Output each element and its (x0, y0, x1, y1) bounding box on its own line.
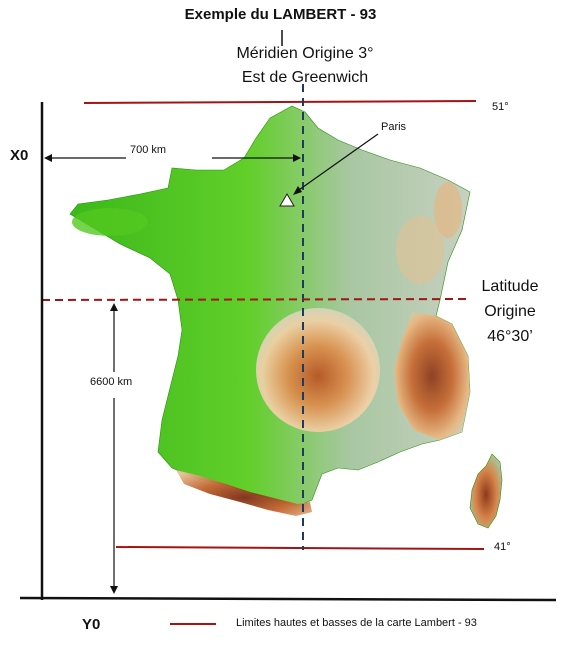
top-limit-line (83, 100, 477, 104)
top-limit-label: 51° (492, 101, 509, 113)
brittany-lowland (72, 208, 148, 236)
alps-relief (394, 312, 470, 440)
distance-y-label: 6600 km (90, 376, 133, 388)
pyrenees-relief (176, 470, 312, 516)
corsica-island (469, 453, 503, 529)
arrowhead-up (110, 303, 118, 311)
jura-relief (396, 216, 444, 284)
france-mainland (69, 105, 471, 507)
bottom-limit-line (115, 546, 485, 550)
arrowhead-down (110, 586, 118, 594)
x0-axis-label: X0 (10, 147, 29, 164)
latitude-label-line3: 46°30’ (487, 328, 533, 345)
legend-text: Limites hautes et basses de la carte Lam… (236, 617, 477, 629)
paris-marker-icon (279, 193, 295, 207)
arrowhead-left (44, 154, 52, 162)
vosges-relief (434, 182, 462, 238)
meridian-label-line1: Méridien Origine 3° (236, 45, 374, 62)
paris-pointer-head (293, 186, 302, 195)
x-axis-line (19, 596, 557, 602)
latitude-origin-line (41, 298, 469, 301)
paris-pointer-line (295, 133, 379, 193)
latitude-origin-label: Latitude Origine 46°30’ (460, 274, 560, 349)
massif-central-relief (256, 308, 380, 432)
meridian-label-line2: Est de Greenwich (241, 69, 369, 86)
paris-label: Paris (381, 121, 407, 133)
bottom-limit-label: 41° (494, 541, 511, 553)
arrowhead-right (293, 154, 301, 162)
meridian-origin-label: Méridien Origine 3° Est de Greenwich (200, 42, 410, 90)
distance-x-label: 700 km (130, 144, 167, 156)
map-title: Exemple du LAMBERT - 93 (184, 6, 377, 23)
latitude-label-line2: Origine (484, 303, 536, 320)
latitude-label-line1: Latitude (481, 278, 539, 295)
y0-axis-label: Y0 (82, 616, 101, 633)
